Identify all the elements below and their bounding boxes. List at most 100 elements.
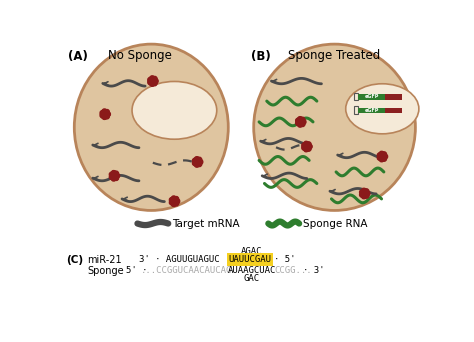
Circle shape xyxy=(174,197,179,201)
Bar xyxy=(358,94,385,100)
Text: eGFP: eGFP xyxy=(365,108,379,113)
Circle shape xyxy=(109,171,119,181)
Circle shape xyxy=(378,152,387,161)
Circle shape xyxy=(193,157,202,167)
Text: Sponge: Sponge xyxy=(87,266,124,276)
Circle shape xyxy=(302,146,306,150)
Circle shape xyxy=(364,189,369,194)
Circle shape xyxy=(100,113,105,118)
Text: CCGG...: CCGG... xyxy=(274,266,312,275)
Circle shape xyxy=(148,80,153,85)
Circle shape xyxy=(194,162,199,167)
Circle shape xyxy=(304,147,309,152)
Circle shape xyxy=(306,147,311,151)
Text: (A): (A) xyxy=(68,50,88,63)
Circle shape xyxy=(114,176,118,181)
Circle shape xyxy=(153,81,157,86)
Circle shape xyxy=(194,157,199,161)
Circle shape xyxy=(197,157,201,162)
Circle shape xyxy=(102,109,107,114)
Text: GAC: GAC xyxy=(243,274,259,282)
Circle shape xyxy=(106,112,110,117)
Circle shape xyxy=(362,188,366,193)
Circle shape xyxy=(296,121,301,126)
Circle shape xyxy=(105,114,109,119)
Bar xyxy=(385,108,402,114)
Circle shape xyxy=(308,144,312,149)
Circle shape xyxy=(382,157,386,161)
Text: Target mRNA: Target mRNA xyxy=(172,219,240,228)
Circle shape xyxy=(111,176,116,181)
Circle shape xyxy=(172,196,176,200)
Circle shape xyxy=(169,200,174,205)
Ellipse shape xyxy=(74,44,228,210)
Circle shape xyxy=(148,77,157,86)
Text: (B): (B) xyxy=(251,50,270,63)
Text: Sponge RNA: Sponge RNA xyxy=(303,219,367,228)
Circle shape xyxy=(153,76,157,81)
Text: UAUUCGAU: UAUUCGAU xyxy=(228,255,271,264)
Text: AGAC: AGAC xyxy=(241,247,262,256)
Circle shape xyxy=(377,153,382,158)
Circle shape xyxy=(174,201,179,206)
Circle shape xyxy=(379,151,384,156)
Circle shape xyxy=(360,193,364,197)
Circle shape xyxy=(360,190,364,195)
Circle shape xyxy=(109,172,114,177)
Circle shape xyxy=(362,194,366,199)
Circle shape xyxy=(170,197,179,206)
Text: No Sponge: No Sponge xyxy=(108,49,172,62)
Circle shape xyxy=(301,120,306,124)
Circle shape xyxy=(298,122,302,127)
Text: AUAAGCUAC: AUAAGCUAC xyxy=(228,266,277,275)
Circle shape xyxy=(192,158,197,163)
Circle shape xyxy=(298,117,302,121)
Circle shape xyxy=(102,115,107,119)
Ellipse shape xyxy=(132,81,217,139)
Circle shape xyxy=(148,78,153,82)
Ellipse shape xyxy=(346,84,419,134)
Circle shape xyxy=(304,141,309,146)
Text: 3' · AGUUGUAGUC: 3' · AGUUGUAGUC xyxy=(139,255,219,264)
Text: (C): (C) xyxy=(66,255,84,265)
Text: · 3': · 3' xyxy=(303,266,325,275)
Circle shape xyxy=(172,202,176,207)
Circle shape xyxy=(111,171,116,175)
Circle shape xyxy=(114,171,118,176)
Circle shape xyxy=(197,162,201,167)
Circle shape xyxy=(296,117,305,127)
Circle shape xyxy=(115,173,119,178)
Bar xyxy=(385,94,402,100)
Bar xyxy=(354,93,358,100)
Circle shape xyxy=(150,76,155,80)
Circle shape xyxy=(105,109,109,114)
Text: ...CCGGUCAACAUCAG: ...CCGGUCAACAUCAG xyxy=(141,266,233,275)
Bar xyxy=(358,108,385,114)
Circle shape xyxy=(364,194,369,198)
Text: 5' ·: 5' · xyxy=(126,266,147,275)
Circle shape xyxy=(300,117,305,122)
Circle shape xyxy=(100,109,109,119)
Circle shape xyxy=(175,199,180,203)
Circle shape xyxy=(365,191,370,196)
Circle shape xyxy=(377,156,382,160)
Circle shape xyxy=(360,189,369,198)
Bar xyxy=(354,106,358,114)
Circle shape xyxy=(154,79,158,83)
Circle shape xyxy=(169,198,174,202)
Circle shape xyxy=(382,152,386,157)
Circle shape xyxy=(300,122,305,127)
Circle shape xyxy=(198,160,203,164)
Circle shape xyxy=(379,157,384,162)
Text: eGFP: eGFP xyxy=(365,94,379,100)
Circle shape xyxy=(100,110,105,115)
Circle shape xyxy=(150,82,155,86)
Circle shape xyxy=(306,142,311,146)
Circle shape xyxy=(192,161,197,166)
Text: miR-21: miR-21 xyxy=(87,255,122,265)
Ellipse shape xyxy=(254,44,415,210)
Circle shape xyxy=(109,175,114,180)
Text: · 5': · 5' xyxy=(274,255,296,264)
Text: Sponge Treated: Sponge Treated xyxy=(288,49,380,62)
Circle shape xyxy=(383,154,388,159)
